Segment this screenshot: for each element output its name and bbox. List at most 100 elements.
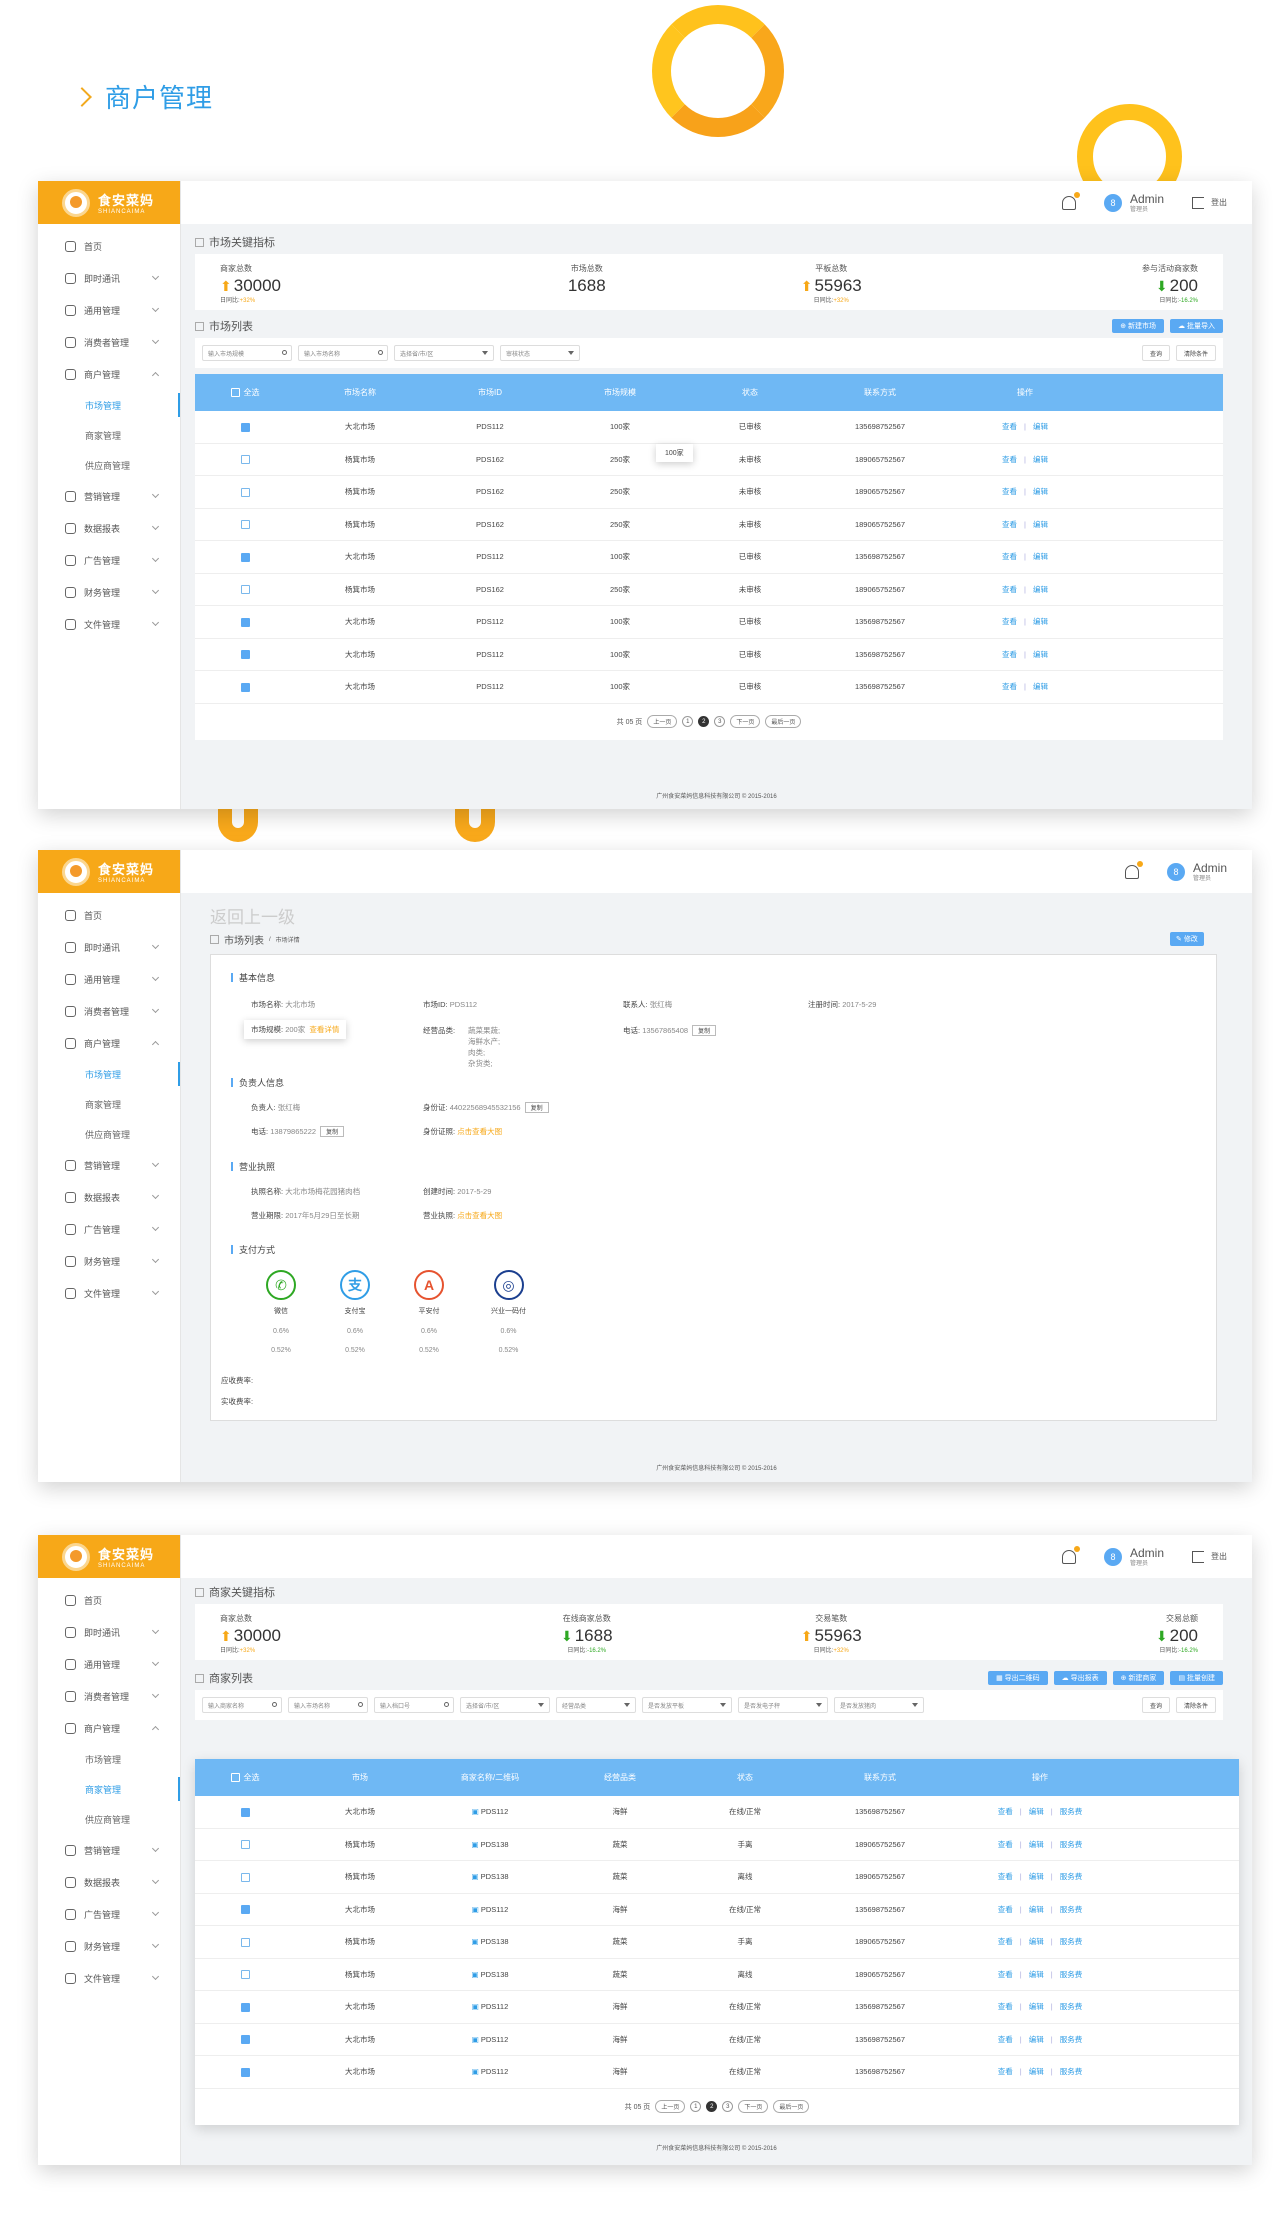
sidebar-item[interactable]: 即时通讯 <box>38 931 180 963</box>
edit-link[interactable]: 编辑 <box>1028 1937 1044 1947</box>
sidebar-item[interactable]: 营销管理 <box>38 480 180 512</box>
view-link[interactable]: 查看 <box>1002 422 1018 432</box>
view-link[interactable]: 查看 <box>997 2034 1013 2044</box>
filter-2[interactable]: 输入市场名称 <box>288 1697 368 1713</box>
view-link[interactable]: 查看 <box>1002 552 1018 562</box>
row-checkbox[interactable] <box>240 585 250 594</box>
edit-link[interactable]: 编辑 <box>1028 1807 1044 1817</box>
export-qr-button[interactable]: ▦ 导出二维码 <box>988 1671 1048 1685</box>
new-merchant-button[interactable]: ⊕ 新建商家 <box>1112 1671 1165 1685</box>
edit-link[interactable]: 编辑 <box>1032 617 1048 627</box>
view-link[interactable]: 查看 <box>997 1807 1013 1817</box>
last-page-button[interactable]: 最后一页 <box>773 2100 810 2113</box>
sidebar-item[interactable]: 消费者管理 <box>38 1680 180 1712</box>
bell-icon[interactable] <box>1061 1545 1080 1564</box>
page-2[interactable]: 2 <box>698 716 710 727</box>
filter-8[interactable]: 是否发放猪肉 <box>834 1697 924 1713</box>
row-checkbox[interactable] <box>240 1937 250 1947</box>
user-menu[interactable]: 8 Admin 管理员 <box>1103 1547 1164 1567</box>
row-checkbox[interactable] <box>240 2035 250 2044</box>
next-page-button[interactable]: 下一页 <box>730 715 761 728</box>
row-checkbox[interactable] <box>240 2067 250 2077</box>
sidebar-item[interactable]: 数据报表 <box>38 1181 180 1213</box>
sidebar-subitem[interactable]: 商家管理 <box>85 1099 122 1110</box>
back-link[interactable]: 返回上一级 <box>210 908 295 927</box>
view-detail-link[interactable]: 查看详情 <box>309 1025 340 1034</box>
sidebar-item[interactable]: 通用管理 <box>38 294 180 326</box>
view-id-photo-link[interactable]: 点击查看大图 <box>457 1127 503 1136</box>
sidebar-item[interactable]: 财务管理 <box>38 1930 180 1962</box>
service-fee-link[interactable]: 服务费 <box>1059 1969 1083 1979</box>
sidebar-item[interactable]: 广告管理 <box>38 1898 180 1930</box>
prev-page-button[interactable]: 上一页 <box>647 715 678 728</box>
view-link[interactable]: 查看 <box>997 2002 1013 2012</box>
row-checkbox[interactable] <box>240 552 250 562</box>
sidebar-subitem[interactable]: 商家管理 <box>38 1774 180 1804</box>
service-fee-link[interactable]: 服务费 <box>1059 2002 1083 2012</box>
clear-button[interactable]: 清除条件 <box>1175 345 1216 361</box>
edit-link[interactable]: 编辑 <box>1028 1872 1044 1882</box>
clear-button[interactable]: 清除条件 <box>1175 1697 1216 1713</box>
view-link[interactable]: 查看 <box>1002 584 1018 594</box>
filter-4[interactable]: 选择省/市/区 <box>460 1697 550 1713</box>
edit-link[interactable]: 编辑 <box>1032 682 1048 692</box>
row-checkbox[interactable] <box>240 1905 250 1914</box>
review-status-select[interactable]: 审核状态 <box>500 345 580 361</box>
view-link[interactable]: 查看 <box>1002 617 1018 627</box>
sidebar-item[interactable]: 广告管理 <box>38 1213 180 1245</box>
sidebar-subitem[interactable]: 供应商管理 <box>85 460 131 471</box>
row-checkbox[interactable] <box>240 1840 250 1849</box>
bell-icon[interactable] <box>1061 191 1080 210</box>
filter-5[interactable]: 经营品类 <box>556 1697 636 1713</box>
sidebar-item[interactable]: 商户管理 <box>38 1712 180 1744</box>
sidebar-subitem[interactable]: 市场管理 <box>38 1059 180 1089</box>
edit-link[interactable]: 编辑 <box>1028 1839 1044 1849</box>
service-fee-link[interactable]: 服务费 <box>1059 1937 1083 1947</box>
qr-icon[interactable]: ▣ <box>471 2034 479 2044</box>
copy-button[interactable]: 复制 <box>692 1025 717 1036</box>
sidebar-item[interactable]: 消费者管理 <box>38 995 180 1027</box>
sidebar-item[interactable]: 即时通讯 <box>38 1616 180 1648</box>
page-3[interactable]: 3 <box>722 2101 734 2112</box>
sidebar-item[interactable]: 首页 <box>38 1584 180 1616</box>
row-checkbox[interactable] <box>240 1970 250 1979</box>
edit-link[interactable]: 编辑 <box>1032 552 1048 562</box>
query-button[interactable]: 查询 <box>1141 1697 1170 1713</box>
view-link[interactable]: 查看 <box>997 1937 1013 1947</box>
query-button[interactable]: 查询 <box>1141 345 1170 361</box>
view-link[interactable]: 查看 <box>997 2067 1013 2077</box>
view-license-link[interactable]: 点击查看大图 <box>457 1211 503 1220</box>
edit-link[interactable]: 编辑 <box>1032 454 1048 464</box>
sidebar-item[interactable]: 数据报表 <box>38 512 180 544</box>
filter-7[interactable]: 是否发电子秤 <box>738 1697 828 1713</box>
sidebar-item[interactable]: 通用管理 <box>38 1648 180 1680</box>
row-checkbox[interactable] <box>240 1807 250 1817</box>
view-link[interactable]: 查看 <box>1002 519 1018 529</box>
view-link[interactable]: 查看 <box>1002 649 1018 659</box>
sidebar-item[interactable]: 首页 <box>38 230 180 262</box>
edit-link[interactable]: 编辑 <box>1032 584 1048 594</box>
edit-link[interactable]: 编辑 <box>1032 649 1048 659</box>
page-2[interactable]: 2 <box>706 2101 718 2112</box>
qr-icon[interactable]: ▣ <box>471 1937 479 1947</box>
sidebar-item[interactable]: 文件管理 <box>38 608 180 640</box>
export-report-button[interactable]: ☁ 导出报表 <box>1053 1671 1107 1685</box>
page-1[interactable]: 1 <box>682 716 694 727</box>
qr-icon[interactable]: ▣ <box>471 1807 479 1817</box>
edit-link[interactable]: 编辑 <box>1032 519 1048 529</box>
market-scale-input[interactable]: 输入市场规模 <box>202 345 292 361</box>
page-1[interactable]: 1 <box>690 2101 702 2112</box>
sidebar-item[interactable]: 通用管理 <box>38 963 180 995</box>
edit-link[interactable]: 编辑 <box>1032 487 1048 497</box>
service-fee-link[interactable]: 服务费 <box>1059 2067 1083 2077</box>
next-page-button[interactable]: 下一页 <box>738 2100 769 2113</box>
user-menu[interactable]: 8 Admin 管理员 <box>1166 862 1227 882</box>
service-fee-link[interactable]: 服务费 <box>1059 1904 1083 1914</box>
qr-icon[interactable]: ▣ <box>471 1904 479 1914</box>
market-name-input[interactable]: 输入市场名称 <box>298 345 388 361</box>
page-3[interactable]: 3 <box>714 716 726 727</box>
brand-logo[interactable]: 食安菜妈 SHIANCAIMA <box>38 1535 180 1578</box>
sidebar-item[interactable]: 财务管理 <box>38 1245 180 1277</box>
last-page-button[interactable]: 最后一页 <box>765 715 802 728</box>
sidebar-item[interactable]: 数据报表 <box>38 1866 180 1898</box>
